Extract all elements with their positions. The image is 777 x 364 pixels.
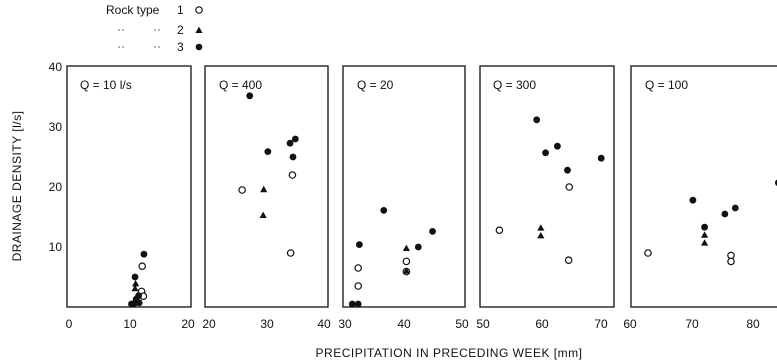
data-point-rock-type-3: [429, 228, 436, 235]
data-point-rock-type-2: [700, 231, 709, 238]
legend-marker-open-circle: [195, 6, 203, 14]
data-point-rock-type-1: [354, 282, 362, 290]
data-point-rock-type-2: [700, 239, 709, 246]
data-point-rock-type-1: [644, 249, 652, 257]
panel-points: [644, 179, 777, 266]
data-point-rock-type-2: [402, 244, 410, 251]
data-point-rock-type-3: [131, 273, 139, 281]
x-tick-label: 50: [455, 317, 469, 331]
panel-q-400: Q = 400 20 30 40: [202, 65, 331, 331]
data-point-rock-type-1: [565, 183, 574, 191]
data-point-rock-type-3: [774, 179, 777, 186]
legend-label-1: 1: [177, 3, 184, 17]
data-point-rock-type-1: [286, 249, 295, 257]
data-point-rock-type-2: [131, 284, 139, 292]
data-point-rock-type-1: [727, 257, 735, 266]
panel-q-20: Q = 20 30 40 50: [338, 65, 469, 331]
data-point-rock-type-3: [140, 250, 148, 258]
x-tick-label: 20: [202, 317, 216, 331]
panel-q-300: Q = 300 50 60 70: [476, 65, 615, 331]
data-point-rock-type-1: [138, 262, 146, 271]
data-point-rock-type-3: [289, 153, 297, 161]
data-point-rock-type-3: [380, 207, 388, 214]
data-point-rock-type-3: [731, 204, 739, 212]
panel-frame: [204, 65, 329, 308]
y-axis-label: DRAINAGE DENSITY [l/s]: [10, 111, 24, 262]
panel-q-10: Q = 10 l/s 0 10 20: [66, 65, 195, 331]
data-point-rock-type-3: [264, 148, 272, 156]
data-point-rock-type-3: [564, 166, 571, 174]
x-tick-label: 0: [66, 317, 73, 331]
x-tick-label: 80: [746, 317, 760, 331]
x-tick-label: 40: [397, 317, 411, 331]
x-tick-label: 60: [535, 317, 549, 331]
data-point-rock-type-3: [355, 241, 363, 249]
data-point-rock-type-3: [246, 92, 254, 100]
y-tick-label-20: 20: [49, 180, 63, 194]
data-point-rock-type-2: [537, 232, 545, 239]
data-point-rock-type-3: [533, 116, 541, 124]
x-tick-label: 30: [338, 317, 352, 331]
x-tick-label: 40: [317, 317, 331, 331]
panel-title: Q = 300: [493, 78, 536, 92]
data-point-rock-type-2: [537, 224, 545, 231]
data-point-rock-type-3: [291, 135, 299, 143]
data-point-rock-type-2: [402, 267, 410, 274]
x-tick-label: 30: [260, 317, 274, 331]
data-point-rock-type-1: [238, 186, 246, 194]
data-point-rock-type-3: [554, 142, 561, 150]
panel-frame: [66, 65, 192, 308]
x-axis-label: PRECIPITATION IN PRECEDING WEEK [mm]: [316, 346, 583, 360]
data-point-rock-type-2: [259, 211, 267, 218]
panel-frame: [630, 65, 777, 308]
data-point-rock-type-1: [564, 256, 573, 265]
panel-points: [348, 207, 436, 308]
data-point-rock-type-3: [354, 300, 362, 308]
panel-title: Q = 100: [645, 78, 688, 92]
panel-title: Q = 10 l/s: [80, 78, 132, 92]
y-ticks: 40 30 20 10: [49, 60, 63, 254]
data-point-rock-type-3: [286, 139, 294, 147]
legend: Rock type 1 2 3: [106, 3, 203, 54]
data-point-rock-type-2: [132, 280, 140, 287]
data-point-rock-type-1: [495, 226, 504, 235]
data-point-rock-type-3: [597, 154, 605, 162]
legend-title: Rock type: [106, 3, 160, 17]
panel-points: [238, 92, 299, 257]
panel-points: [128, 250, 148, 308]
y-tick-label-10: 10: [49, 240, 63, 254]
legend-label-2: 2: [177, 23, 184, 37]
data-point-rock-type-3: [701, 223, 708, 231]
data-point-rock-type-3: [135, 299, 143, 307]
x-tick-label: 10: [123, 317, 137, 331]
data-point-rock-type-3: [348, 300, 356, 308]
legend-marker-filled-circle: [195, 43, 203, 51]
data-point-rock-type-3: [414, 243, 422, 251]
x-tick-label: 70: [685, 317, 699, 331]
y-tick-label-30: 30: [49, 120, 63, 134]
x-tick-label: 50: [476, 317, 490, 331]
legend-marker-filled-triangle: [195, 26, 203, 33]
panel-frame: [479, 65, 615, 308]
panel-points: [495, 116, 605, 265]
data-point-rock-type-1: [288, 171, 297, 179]
legend-ditto-marks: [118, 29, 160, 48]
panel-title: Q = 20: [357, 78, 394, 92]
data-point-rock-type-1: [402, 257, 411, 266]
x-tick-label: 60: [623, 317, 637, 331]
legend-label-3: 3: [177, 40, 184, 54]
data-point-rock-type-1: [354, 264, 362, 272]
data-point-rock-type-3: [689, 196, 697, 204]
y-tick-label-40: 40: [49, 60, 63, 74]
panel-title: Q = 400: [219, 78, 262, 92]
x-tick-label: 70: [594, 317, 608, 331]
data-point-rock-type-2: [260, 185, 268, 193]
panel-frame: [342, 65, 466, 308]
data-point-rock-type-3: [542, 149, 549, 157]
x-tick-label: 20: [181, 317, 195, 331]
data-point-rock-type-3: [721, 210, 729, 218]
panel-q-100: Q = 100 60 70 80: [623, 65, 777, 331]
